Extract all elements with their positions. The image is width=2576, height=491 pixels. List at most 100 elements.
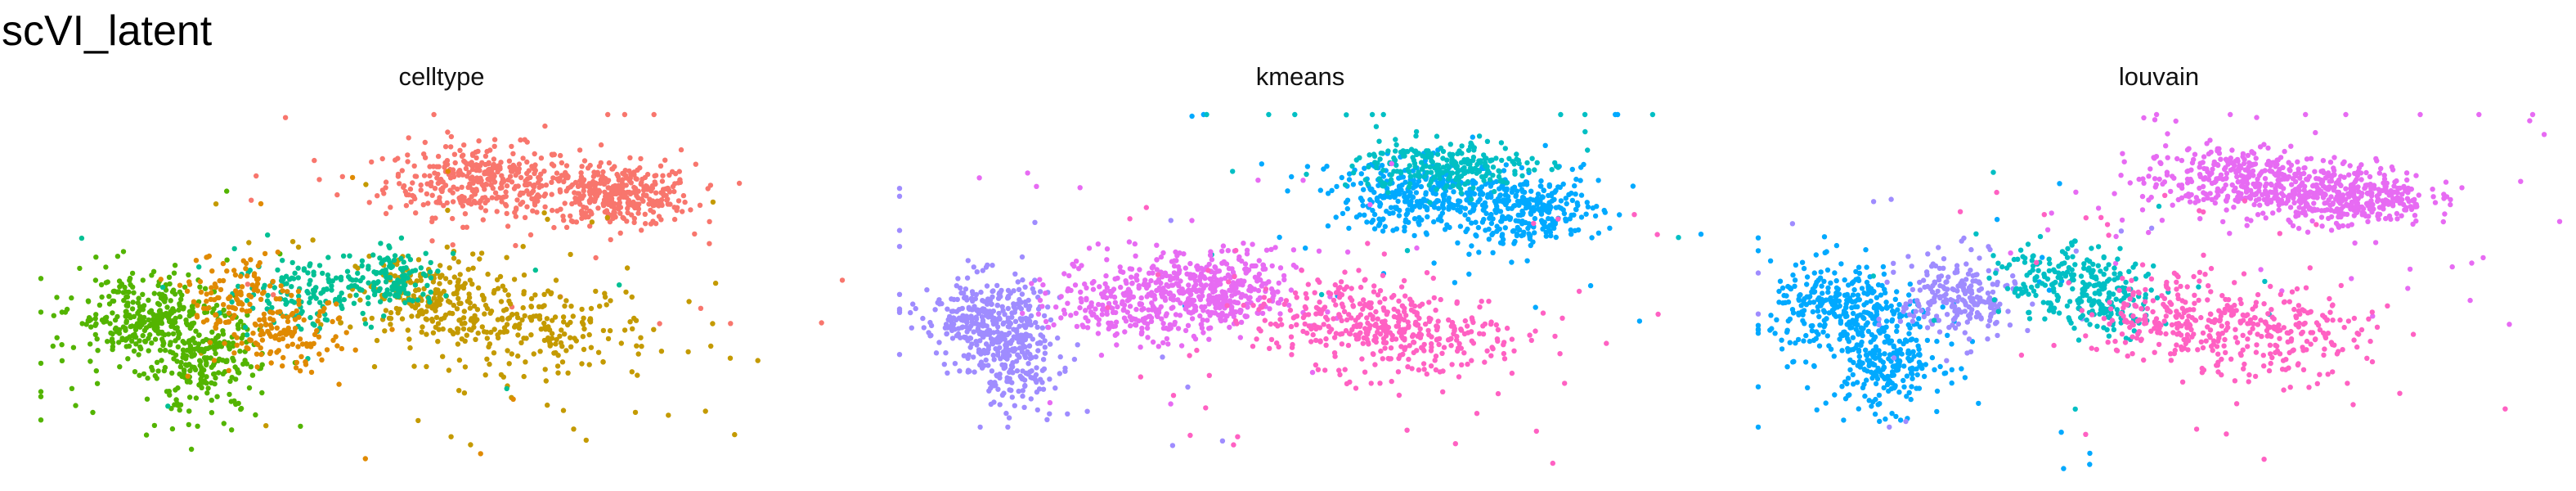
scatter-point <box>1464 323 1470 329</box>
scatter-point <box>216 295 222 301</box>
scatter-point <box>435 153 442 160</box>
scatter-point <box>1497 209 1504 214</box>
scatter-point <box>1310 331 1316 338</box>
scatter-point <box>1499 157 1505 164</box>
scatter-point <box>456 279 461 285</box>
scatter-point <box>1042 350 1048 356</box>
scatter-point <box>1449 157 1455 163</box>
scatter-point <box>1469 315 1475 321</box>
scatter-point <box>1342 182 1349 188</box>
scatter-point <box>2218 156 2224 162</box>
scatter-point <box>1170 304 1176 310</box>
scatter-point <box>204 298 209 304</box>
scatter-point <box>1527 332 1533 338</box>
scatter-point <box>1123 278 1129 284</box>
scatter-point <box>581 188 586 194</box>
scatter-point <box>442 312 449 318</box>
scatter-point <box>1245 296 1252 302</box>
scatter-point <box>236 300 242 307</box>
scatter-point <box>1573 191 1578 197</box>
scatter-point <box>1012 309 1017 315</box>
scatter-point <box>222 313 228 318</box>
scatter-point <box>185 322 191 327</box>
scatter-point <box>995 386 1001 392</box>
scatter-point <box>1321 166 1326 172</box>
scatter-point <box>299 341 306 347</box>
scatter-point <box>1359 356 1365 362</box>
scatter-point <box>181 367 187 373</box>
scatter-point <box>1362 326 1368 331</box>
scatter-point <box>1414 348 1420 354</box>
scatter-point <box>1158 254 1165 260</box>
scatter-point <box>1112 300 1118 305</box>
scatter-point <box>88 324 94 330</box>
scatter-point <box>405 152 411 158</box>
scatter-point <box>1048 317 1054 323</box>
scatter-point <box>188 446 195 453</box>
scatter-point <box>1538 211 1545 217</box>
scatter-point <box>1525 225 1531 232</box>
scatter-point <box>1464 197 1470 203</box>
scatter-point <box>51 313 56 318</box>
scatter-point <box>220 277 227 284</box>
scatter-point <box>1267 306 1272 312</box>
scatter-point <box>403 203 410 209</box>
scatter-point <box>461 158 467 164</box>
scatter-point <box>1426 315 1432 321</box>
scatter-point <box>1375 292 1381 298</box>
scatter-point <box>973 339 979 345</box>
scatter-point <box>425 200 431 206</box>
scatter-point <box>399 168 405 173</box>
scatter-point <box>553 341 559 347</box>
scatter-point <box>197 278 204 285</box>
scatter-point <box>1358 196 1364 201</box>
scatter-point <box>1341 309 1348 314</box>
scatter-point <box>1358 284 1364 291</box>
scatter-point <box>1199 325 1205 331</box>
scatter-point <box>154 376 159 381</box>
scatter-point <box>581 158 588 164</box>
scatter-point <box>330 318 335 325</box>
scatter-point <box>1546 209 1552 215</box>
scatter-point <box>462 211 469 217</box>
scatter-point <box>558 152 563 159</box>
scatter-point <box>369 159 375 165</box>
scatter-point <box>337 298 343 304</box>
scatter-point <box>1416 367 1422 373</box>
scatter-point <box>159 284 166 291</box>
scatter-point <box>289 292 294 299</box>
scatter-point <box>1289 173 1295 180</box>
scatter-point <box>459 321 465 327</box>
scatter-point <box>1479 173 1485 180</box>
scatter-point <box>1524 160 1530 166</box>
scatter-point <box>375 193 380 199</box>
scatter-point <box>247 268 253 273</box>
scatter-point <box>981 334 986 340</box>
scatter-point <box>2197 160 2203 166</box>
scatter-point <box>1325 223 1331 229</box>
scatter-point <box>407 186 414 192</box>
scatter-point <box>942 325 949 331</box>
scatter-point <box>586 362 592 367</box>
scatter-point <box>2235 158 2241 164</box>
scatter-point <box>1144 285 1150 291</box>
scatter-point <box>1122 329 1128 335</box>
scatter-point <box>1414 310 1420 316</box>
scatter-point <box>595 205 601 211</box>
scatter-point <box>186 408 192 414</box>
scatter-point <box>451 274 457 280</box>
scatter-point <box>249 372 256 378</box>
scatter-point <box>258 351 264 358</box>
scatter-point <box>1370 351 1376 357</box>
scatter-point <box>110 344 116 349</box>
scatter-point <box>927 319 933 326</box>
scatter-point <box>532 292 538 298</box>
scatter-point <box>1655 311 1661 318</box>
scatter-point <box>977 322 984 327</box>
scatter-point <box>657 321 662 327</box>
scatter-point <box>990 288 996 294</box>
scatter-point <box>1494 336 1501 342</box>
scatter-point <box>195 423 200 429</box>
scatter-point <box>1192 278 1199 284</box>
scatter-point <box>387 297 393 303</box>
